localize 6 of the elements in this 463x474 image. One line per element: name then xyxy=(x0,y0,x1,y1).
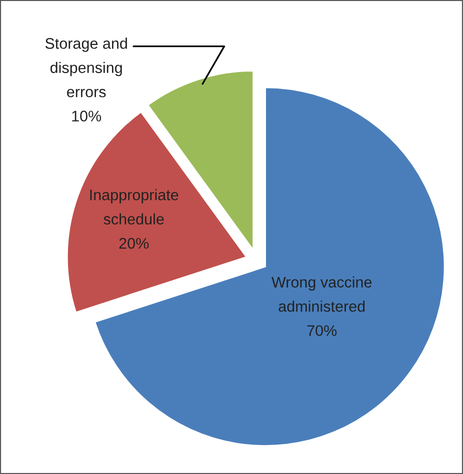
data-label: 20% xyxy=(119,238,149,249)
slice-label: Inappropriate schedule xyxy=(90,189,178,225)
data-label: 10% xyxy=(72,110,102,122)
slice-label: Wrong vaccine administered xyxy=(272,276,372,312)
data-label: 70% xyxy=(307,325,337,336)
slice-label: Storage and dispensing errors xyxy=(45,38,127,98)
